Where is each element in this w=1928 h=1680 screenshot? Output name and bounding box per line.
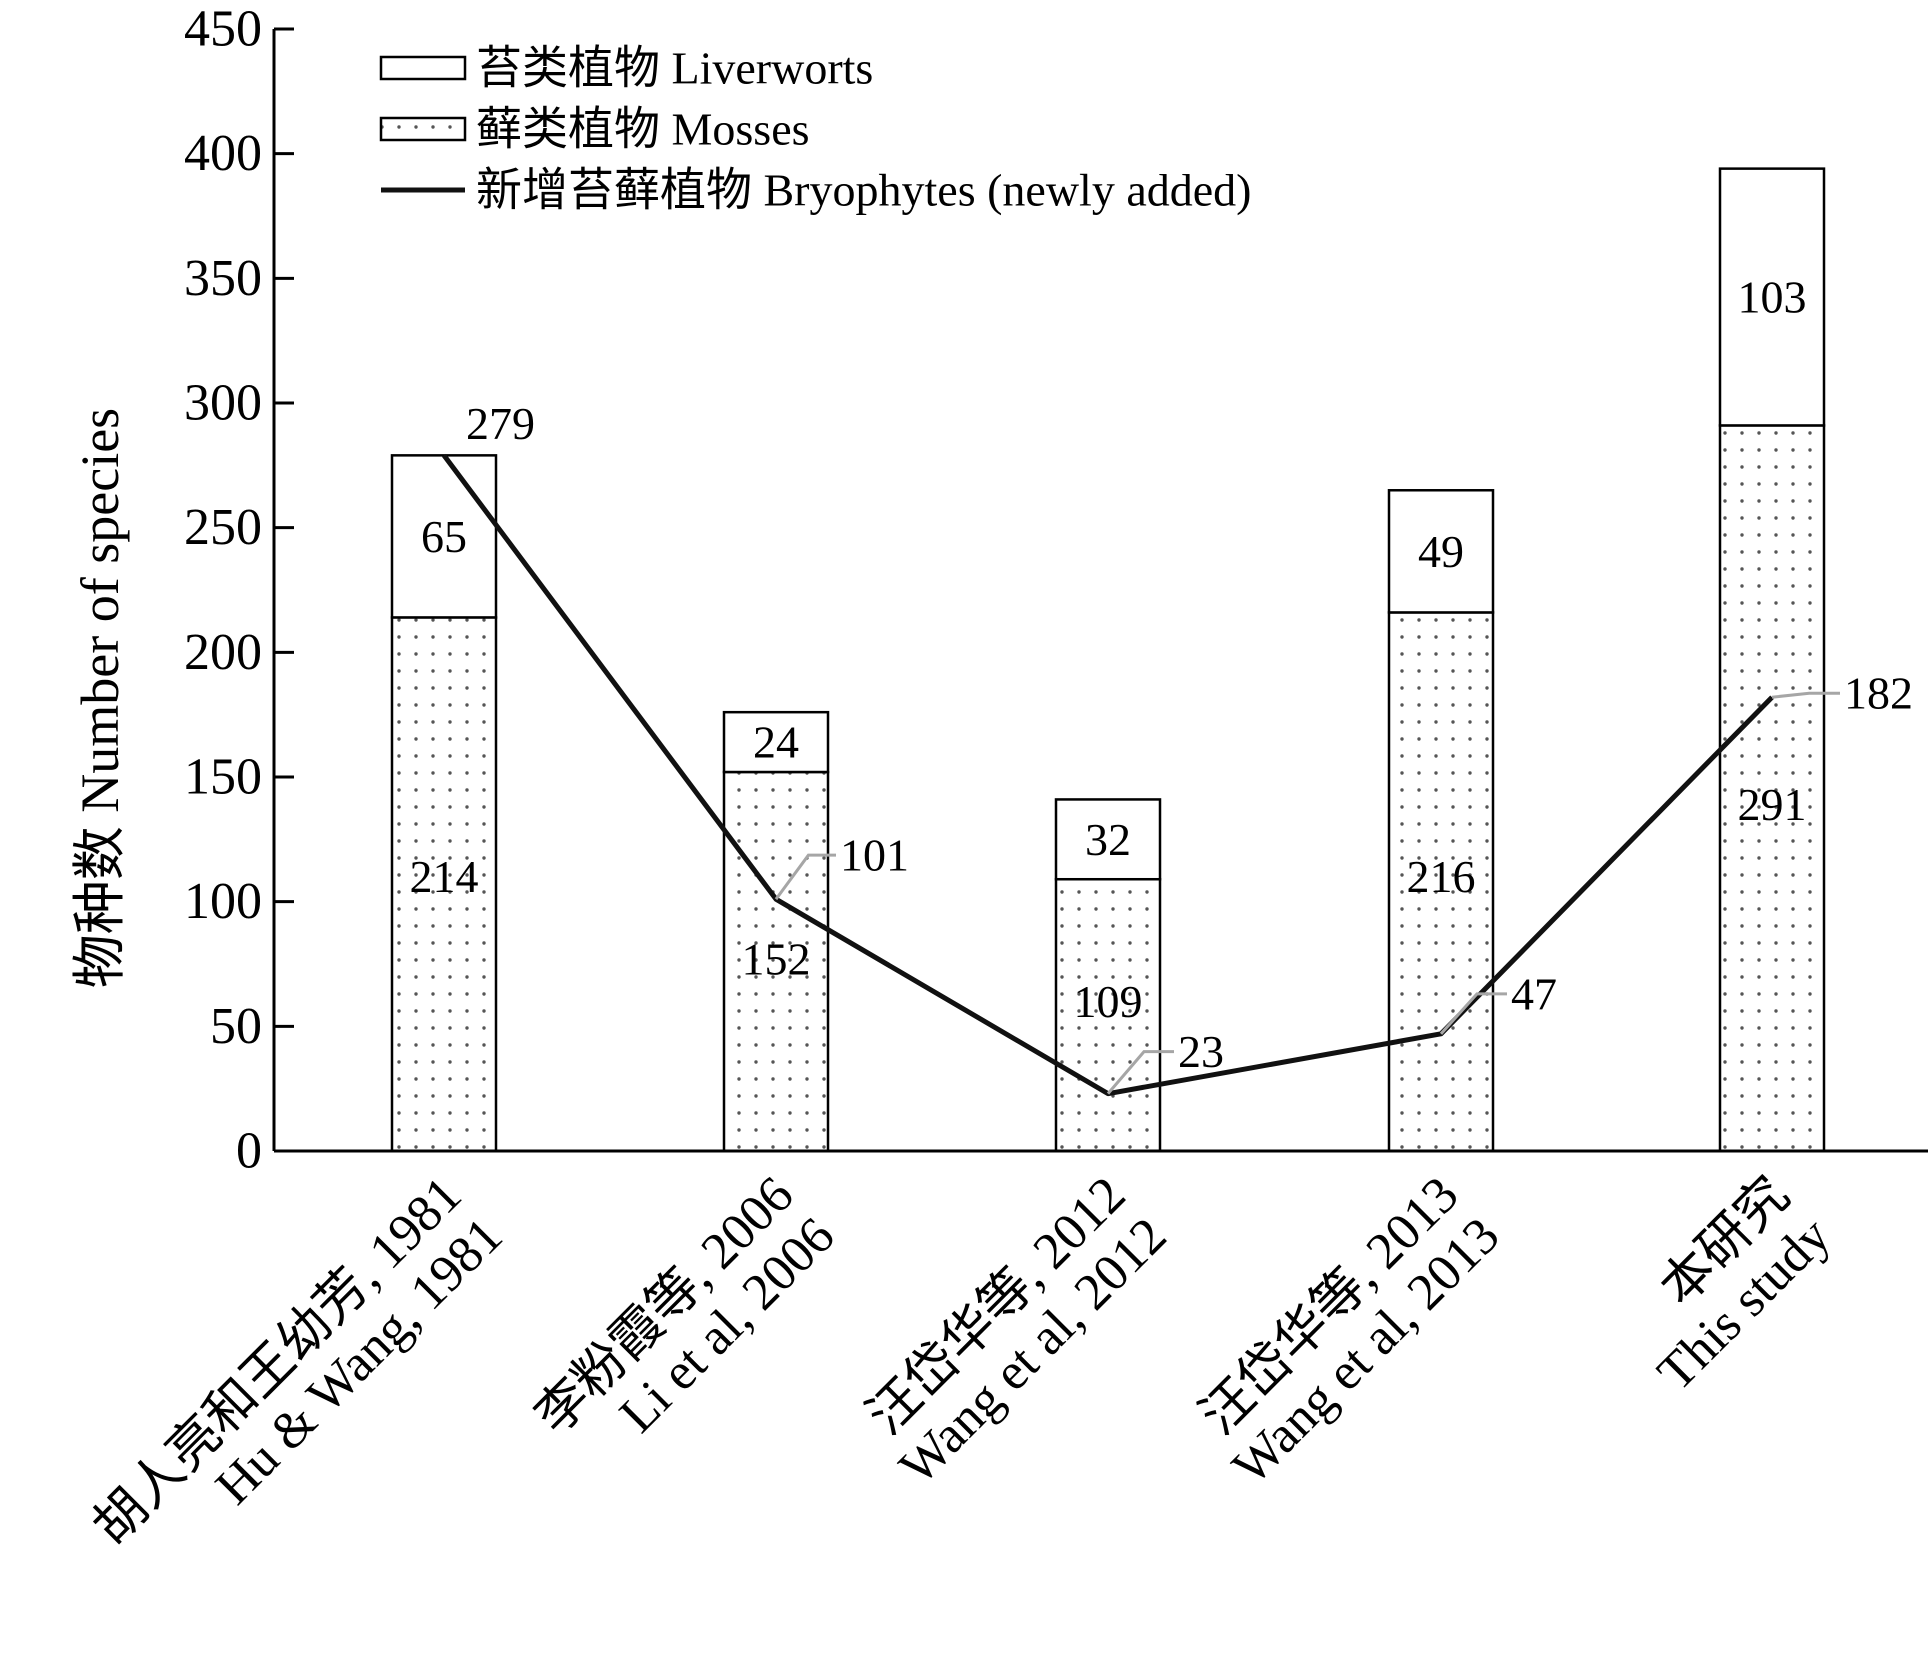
data-label-newly-added: 279 [466, 398, 535, 449]
data-label-mosses: 216 [1407, 851, 1476, 902]
x-category-label-line1: 胡人亮和王幼芳, 1981 [83, 1166, 473, 1556]
legend-swatch [379, 55, 467, 81]
data-label-newly-added: 47 [1511, 968, 1557, 1019]
y-tick-label: 300 [184, 375, 262, 432]
labels-layer: 214 65 152 24 109 32 216 49 291 103 279 101 23 47 182 [410, 272, 1914, 1078]
bar-mosses [390, 616, 498, 1153]
data-label-newly-added: 23 [1178, 1026, 1224, 1077]
bar-liverworts [722, 710, 830, 774]
legend-label: 苔类植物 Liverworts [476, 43, 873, 94]
y-tick-label: 100 [184, 873, 262, 930]
legend-label: 新增苔藓植物 Bryophytes (newly added) [476, 165, 1252, 216]
y-axis-title: 物种数 Number of species [70, 408, 130, 988]
y-tick-label: 200 [184, 624, 262, 681]
y-tick-label: 150 [184, 749, 262, 806]
data-label-liverworts: 24 [753, 717, 799, 768]
y-tick-label: 350 [184, 250, 262, 307]
y-tick-label: 250 [184, 499, 262, 556]
data-label-mosses: 214 [410, 851, 479, 902]
bar-liverworts [390, 454, 498, 619]
leader-line [774, 853, 836, 901]
y-tick-label: 450 [184, 1, 262, 58]
leader-line [1106, 1050, 1174, 1095]
leader-line [1771, 691, 1840, 699]
data-label-liverworts: 49 [1418, 526, 1464, 577]
y-tick-label: 400 [184, 125, 262, 182]
legend-swatch [379, 116, 467, 142]
bar-liverworts [1054, 798, 1162, 881]
axes-layer: 0 50 100 150 200 250 300 350 400 450 胡人亮和王幼芳, 1981… [83, 1, 1928, 1556]
data-label-mosses: 291 [1738, 779, 1807, 830]
line-layer [441, 453, 1840, 1097]
bars-layer [390, 167, 1826, 1153]
data-label-mosses: 109 [1074, 976, 1143, 1027]
data-label-liverworts: 32 [1085, 814, 1131, 865]
data-label-liverworts: 103 [1738, 272, 1807, 323]
legend-label: 藓类植物 Mosses [476, 104, 810, 155]
data-label-newly-added: 101 [840, 830, 909, 881]
legend: 苔类植物 Liverworts 藓类植物 Mosses 新增苔藓植物 Bryophy… [379, 43, 1252, 216]
y-tick-label: 0 [236, 1123, 262, 1180]
y-tick-label: 50 [210, 998, 262, 1055]
data-label-newly-added: 182 [1844, 668, 1913, 719]
bar-liverworts [1718, 167, 1826, 427]
leader-line [1439, 992, 1507, 1035]
data-label-liverworts: 65 [421, 511, 467, 562]
bar-liverworts [1387, 489, 1495, 614]
data-label-mosses: 152 [742, 934, 811, 985]
